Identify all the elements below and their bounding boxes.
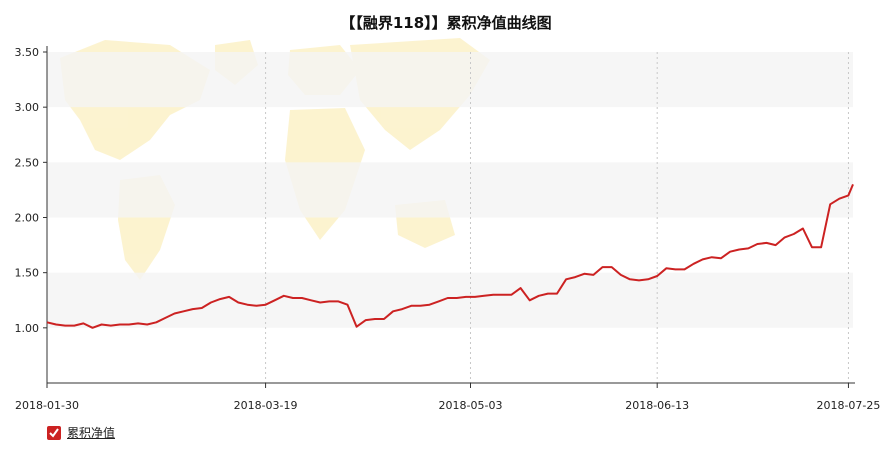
series-line-cumulative-nav [46, 184, 854, 329]
y-tick-label: 2.50 [15, 156, 40, 169]
chart-title: 【【融界118】】累积净值曲线图 [340, 14, 551, 32]
x-tick-labels: 2018-01-30 2018-03-19 2018-05-03 2018-06-13… [15, 383, 880, 412]
grid-band [47, 272, 853, 328]
y-tick-label: 3.00 [15, 101, 40, 114]
grid-band [47, 162, 853, 218]
x-tick-label: 2018-05-03 [439, 399, 503, 412]
vertical-grid [265, 52, 849, 383]
legend-item[interactable]: 累积净值 [47, 424, 115, 441]
y-tick-label: 1.00 [15, 322, 40, 335]
x-tick-label: 2018-01-30 [15, 399, 79, 412]
x-tick-label: 2018-06-13 [625, 399, 689, 412]
y-tick-label: 2.00 [15, 212, 40, 225]
checkbox-icon [47, 425, 61, 440]
y-tick-label: 3.50 [15, 46, 40, 59]
x-tick-label: 2018-07-25 [816, 399, 880, 412]
x-tick-label: 2018-03-19 [234, 399, 298, 412]
legend-label: 累积净值 [67, 426, 116, 440]
y-tick-label: 1.50 [15, 267, 40, 280]
grid-bands [47, 52, 853, 328]
y-tick-labels: 1.00 1.50 2.00 2.50 3.00 3.50 [15, 46, 47, 335]
grid-band [47, 52, 853, 108]
axes [46, 46, 855, 384]
